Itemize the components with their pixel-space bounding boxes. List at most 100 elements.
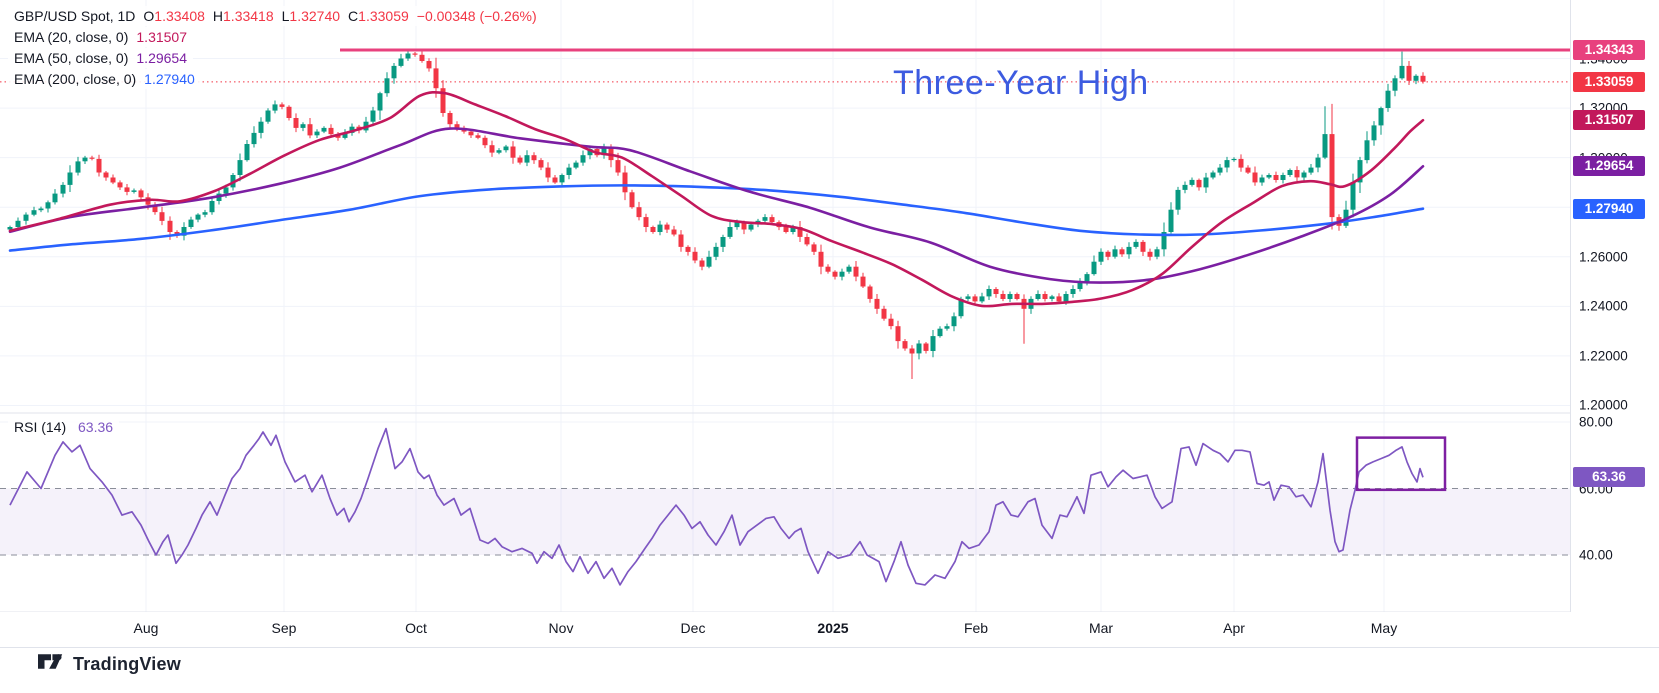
candle [244, 144, 250, 161]
candle [979, 296, 985, 302]
rsi-tick-label: 40.00 [1579, 547, 1613, 563]
candle [1014, 294, 1020, 299]
candle [1098, 251, 1104, 262]
ohlc-letter: H [212, 8, 224, 24]
candle [671, 229, 677, 235]
candle [510, 146, 516, 158]
rsi-line[interactable] [9, 427, 1424, 586]
candle [272, 104, 278, 111]
ema-50-line[interactable] [8, 127, 1425, 284]
candle [384, 78, 390, 94]
candle [797, 227, 803, 237]
rsi-band [0, 488, 1570, 555]
candle [517, 157, 523, 163]
candle [825, 266, 831, 272]
candle [52, 193, 58, 203]
indicator-value: 1.31507 [136, 29, 187, 45]
rsi-highlight-box[interactable] [1355, 436, 1447, 492]
candle [258, 121, 264, 133]
candle [867, 286, 873, 299]
candle [1294, 170, 1300, 178]
candle [538, 160, 544, 168]
candle [1301, 172, 1307, 178]
change-value: −0.00348 (−0.26%) [416, 8, 537, 24]
indicator-legend-row[interactable]: EMA (50, close, 0) 1.29654 [8, 48, 543, 68]
candle [1399, 65, 1405, 79]
symbol-ohlc-row: GBP/USD Spot, 1D O1.33408 H1.33418 L1.32740… [8, 6, 543, 26]
candle [60, 184, 66, 194]
candle [489, 145, 495, 153]
candle [664, 224, 670, 230]
candle [1357, 160, 1363, 183]
indicator-legend-row[interactable]: EMA (200, close, 0) 1.27940 [8, 69, 543, 89]
indicator-label: EMA (20, close, 0) [14, 29, 129, 45]
candle [587, 149, 593, 156]
ema-20-line[interactable] [8, 90, 1425, 308]
indicator-legend-row[interactable]: EMA (20, close, 0) 1.31507 [8, 27, 543, 47]
candle [720, 237, 726, 247]
candle [1231, 158, 1237, 161]
candle [419, 54, 425, 61]
candle [573, 162, 579, 168]
candle [1154, 249, 1160, 257]
price-badge: 1.34343 [1573, 39, 1645, 60]
time-axis[interactable]: Aug Sep Oct Nov Dec 2025 Feb Mar Apr May [0, 612, 1659, 648]
ohlc-letter: L [281, 8, 290, 24]
candle [727, 227, 733, 237]
candle [131, 190, 137, 192]
symbol-title[interactable]: GBP/USD Spot, 1D [14, 8, 136, 24]
candle [209, 201, 215, 213]
tradingview-logo-icon[interactable] [38, 654, 65, 675]
rsi-label[interactable]: RSI (14) [14, 419, 67, 435]
annotation-three-year-high[interactable]: Three-Year High [893, 64, 1149, 102]
time-axis-label: May [1370, 620, 1398, 636]
ohlc-value: 1.33059 [358, 8, 409, 24]
price-tick-label: 1.24000 [1579, 298, 1628, 314]
candle [110, 177, 116, 183]
candle [293, 118, 299, 128]
time-axis-label: Sep [271, 620, 297, 636]
candle [1196, 179, 1202, 188]
candle [874, 298, 880, 309]
candle [45, 202, 51, 209]
tradingview-logo-text[interactable]: TradingView [73, 654, 181, 674]
candle [468, 131, 474, 136]
candlestick-series[interactable] [7, 50, 1426, 379]
candle [286, 106, 292, 118]
candle [916, 343, 922, 354]
rsi-tick-label: 80.00 [1579, 414, 1613, 430]
candle [762, 217, 768, 221]
price-badge: 1.27940 [1573, 198, 1645, 219]
candle [881, 308, 887, 319]
candle [1112, 249, 1118, 257]
indicator-legend-rows: EMA (20, close, 0) 1.31507 EMA (50, close,… [8, 27, 543, 89]
candle [636, 207, 642, 218]
candle [650, 227, 656, 232]
candle [1280, 175, 1286, 180]
candle [741, 222, 747, 230]
candle [951, 316, 957, 327]
candle [195, 214, 201, 220]
candle [391, 65, 397, 79]
candle [1063, 294, 1069, 302]
candle [398, 58, 404, 66]
price-axis[interactable]: 1.340001.320001.300001.280001.260001.240… [1570, 0, 1659, 647]
candle [440, 88, 446, 113]
candle [1140, 241, 1146, 252]
candle [117, 182, 123, 188]
candle [832, 271, 838, 277]
candle [377, 93, 383, 111]
candle [279, 104, 285, 107]
candle [96, 158, 102, 173]
candle [888, 318, 894, 327]
candle [314, 131, 320, 136]
candle [405, 53, 411, 59]
candle [1119, 249, 1125, 255]
candle [923, 343, 929, 351]
candle [1252, 172, 1258, 183]
candle [1245, 167, 1251, 173]
candle [1189, 179, 1195, 185]
candle [1210, 172, 1216, 178]
candle [818, 251, 824, 267]
